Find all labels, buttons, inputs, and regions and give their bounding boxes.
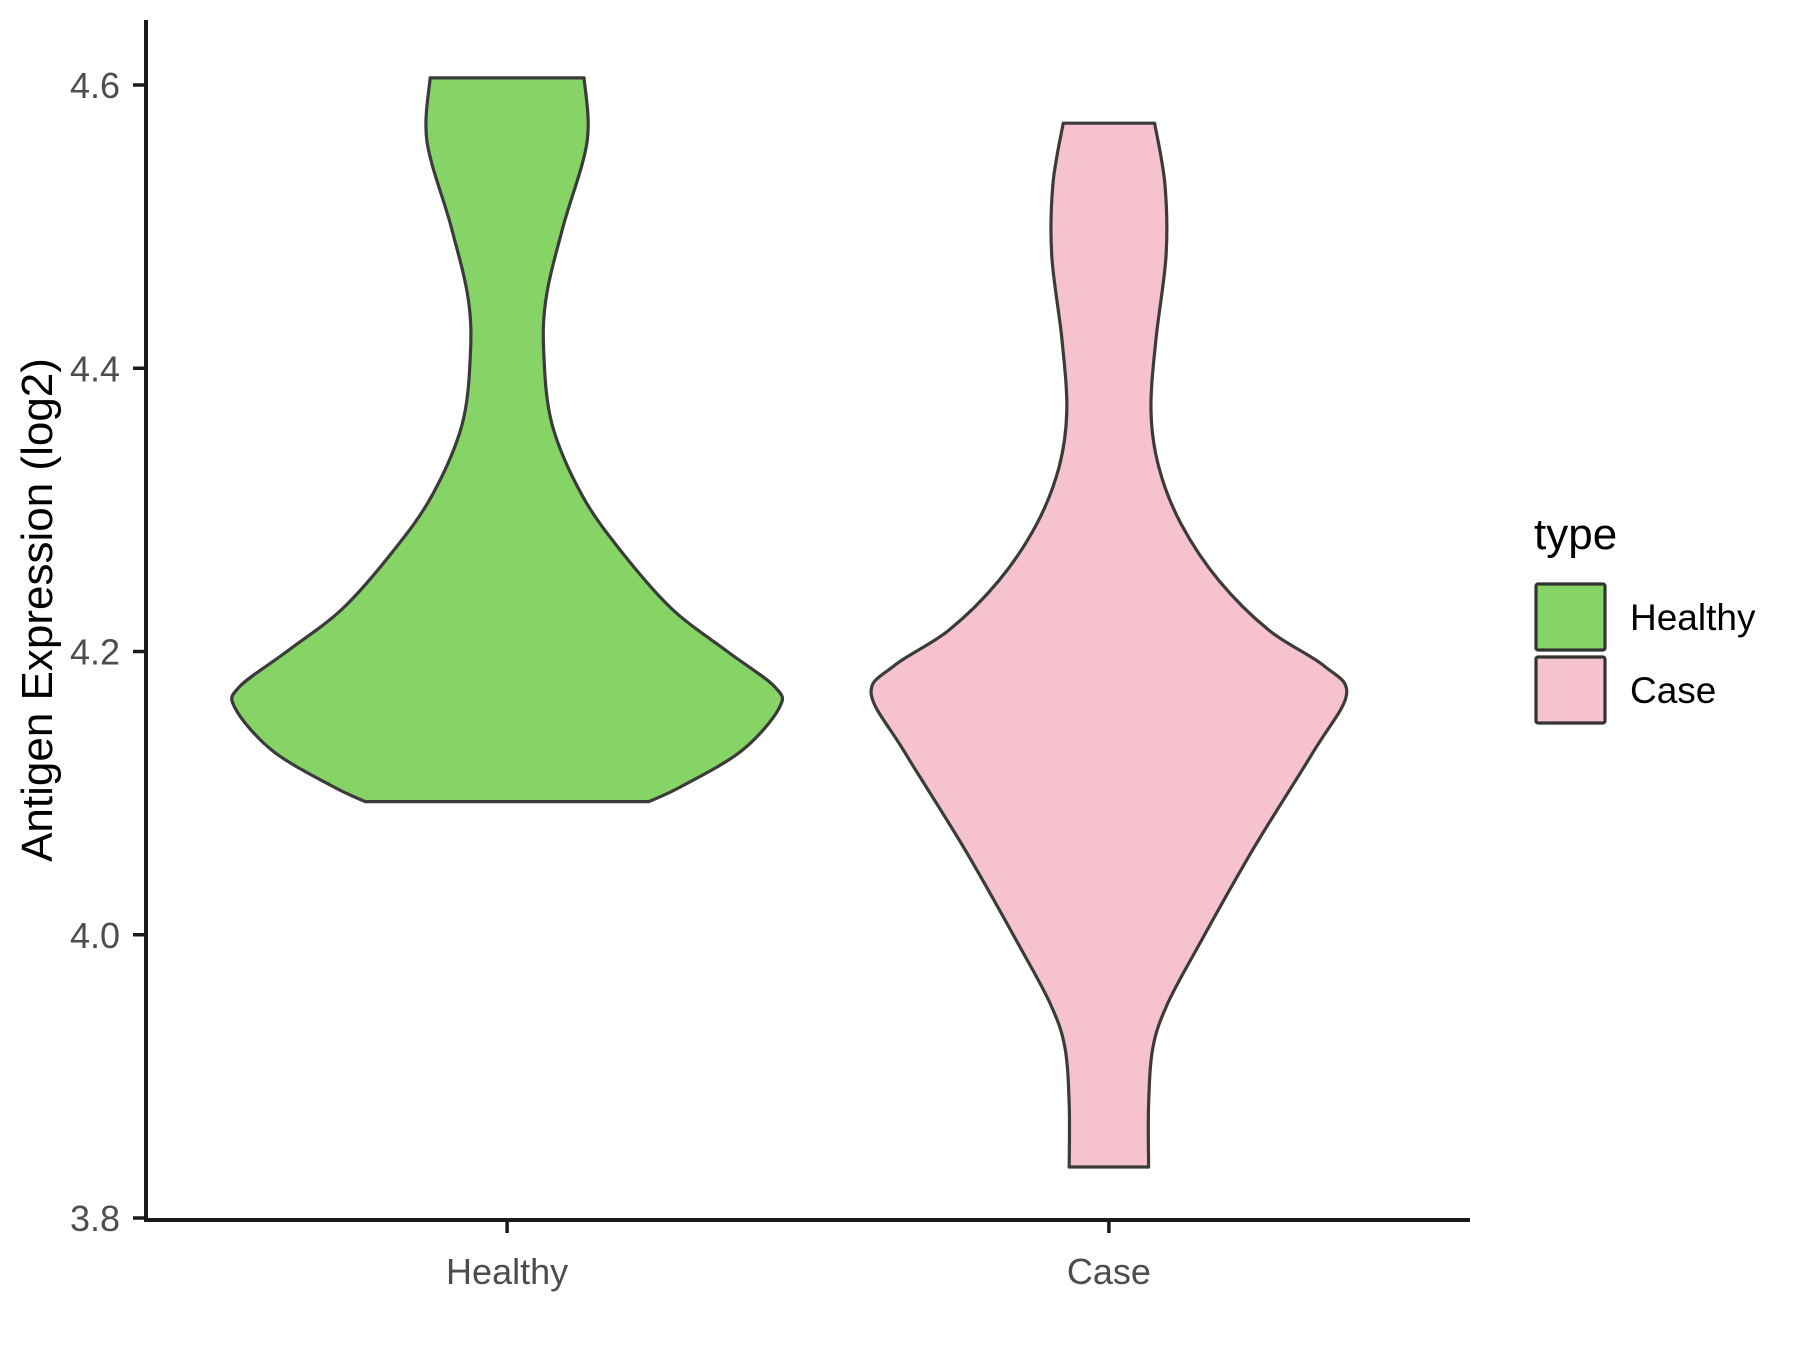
legend-key-case bbox=[1534, 655, 1607, 725]
legend-entries: Healthy Case bbox=[1534, 582, 1756, 725]
y-tick-label: 4.2 bbox=[70, 632, 120, 673]
violin-healthy bbox=[230, 76, 785, 804]
violin-case bbox=[869, 121, 1349, 1169]
legend-key-healthy bbox=[1534, 582, 1607, 652]
legend-title: type bbox=[1534, 510, 1617, 559]
legend-label-healthy: Healthy bbox=[1630, 597, 1756, 638]
y-tick-label: 4.4 bbox=[70, 348, 120, 389]
legend-label-case: Case bbox=[1630, 670, 1716, 711]
x-tick-label-healthy: Healthy bbox=[446, 1251, 568, 1292]
y-axis-title: Antigen Expression (log2) bbox=[13, 358, 62, 862]
x-tick-label-case: Case bbox=[1067, 1251, 1151, 1292]
axes: 4.6 4.4 4.2 4.0 3.8 Healthy Case bbox=[70, 20, 1470, 1292]
legend: type Healthy Case bbox=[1534, 510, 1756, 725]
violin-shapes bbox=[230, 76, 1349, 1169]
y-tick-label: 4.0 bbox=[70, 915, 120, 956]
y-tick-label: 3.8 bbox=[70, 1198, 120, 1239]
y-tick-label: 4.6 bbox=[70, 65, 120, 106]
